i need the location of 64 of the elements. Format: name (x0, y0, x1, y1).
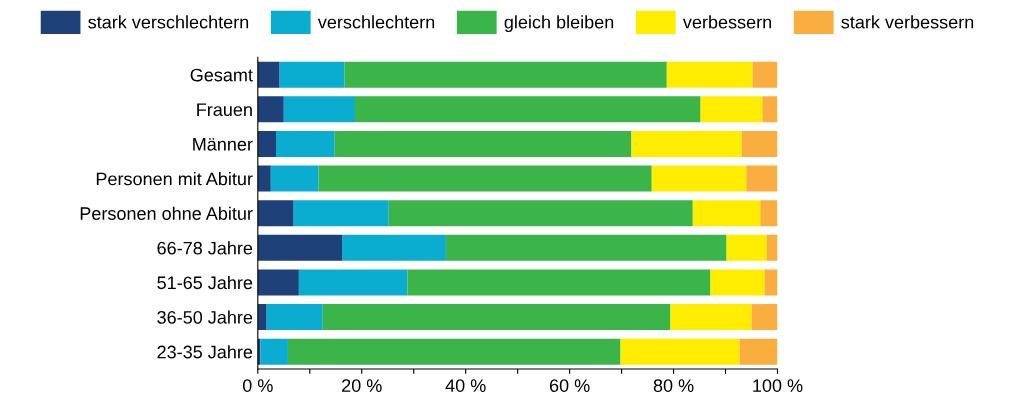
bar (293, 200, 389, 227)
bar (276, 130, 335, 157)
bar (354, 96, 701, 123)
legend-label: stark verbessern (841, 15, 974, 29)
bar (287, 338, 621, 365)
bar (318, 165, 652, 192)
bar (260, 338, 288, 365)
bar (407, 269, 711, 296)
bar (342, 234, 446, 261)
bar (766, 234, 778, 261)
bar (651, 165, 747, 192)
bar (257, 61, 280, 88)
bar (388, 200, 693, 227)
y-tick-label: Personen mit Abitur (96, 172, 253, 186)
bar (334, 130, 632, 157)
legend-label: verschlechtern (317, 15, 435, 29)
bar (752, 61, 778, 88)
bar (762, 96, 778, 123)
y-tick-label: Personen ohne Abitur (80, 206, 253, 220)
bar (760, 200, 778, 227)
bar (257, 269, 299, 296)
y-tick-label: 36-50 Jahre (157, 310, 253, 324)
bar (620, 338, 740, 365)
bar (670, 304, 752, 331)
bar (751, 304, 778, 331)
bar (692, 200, 761, 227)
legend-label: verbessern (682, 15, 772, 29)
y-tick-label: Gesamt (190, 68, 253, 82)
y-tick-label: 51-65 Jahre (157, 275, 253, 290)
bar (257, 165, 271, 192)
bar (257, 234, 342, 261)
bar (270, 165, 319, 192)
x-tick-label: 20 % (342, 379, 382, 392)
bar (257, 304, 267, 331)
y-tick-label: 66-78 Jahre (157, 241, 253, 255)
bar (279, 61, 345, 88)
x-tick-label: 60 % (549, 379, 590, 392)
bar (257, 200, 294, 227)
bar (710, 269, 765, 296)
bar (298, 269, 408, 296)
bar (726, 234, 767, 261)
x-tick-label: 40 % (445, 379, 486, 392)
bar (700, 96, 763, 123)
bar (257, 96, 284, 123)
legend-label: gleich bleiben (504, 15, 614, 33)
bar (741, 130, 778, 157)
bar (631, 130, 742, 157)
bar (344, 61, 667, 88)
bar (322, 304, 671, 331)
bar (283, 96, 355, 123)
y-tick-label: Frauen (197, 103, 252, 117)
y-tick-label: 23-35 Jahre (157, 345, 253, 359)
bar (746, 165, 778, 192)
bar (764, 269, 778, 296)
y-tick-label: Männer (193, 138, 253, 151)
bar (739, 338, 778, 365)
bar (445, 234, 727, 261)
bar (666, 61, 753, 88)
bar (257, 130, 276, 157)
legend-label: stark verschlechtern (88, 15, 249, 29)
x-tick-label: 0 % (242, 379, 273, 392)
bar (266, 304, 323, 331)
x-tick-label: 80 % (653, 379, 694, 392)
x-tick-label: 100 % (753, 379, 803, 392)
